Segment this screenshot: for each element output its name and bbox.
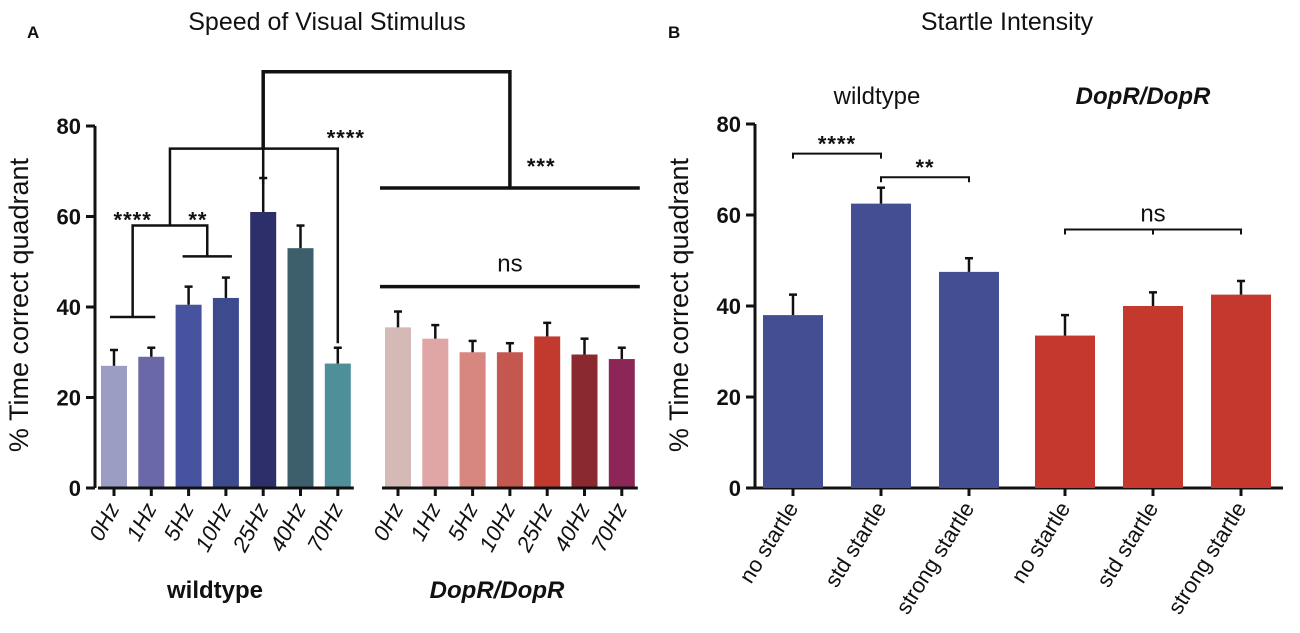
panel-a-bar-dopr-40hz — [571, 354, 598, 488]
panel-b-group-label-wildtype: wildtype — [833, 83, 921, 110]
panel-a-x-tick-label: 40Hz — [549, 499, 595, 556]
panel-b-x-tick-label: std startle — [819, 497, 891, 591]
panel-a-y-tick-label: 80 — [57, 114, 81, 139]
panel-a-bracket — [168, 147, 340, 344]
panel-a-sig-label: **** — [114, 208, 152, 233]
panel-a-x-tick-label: 10Hz — [190, 499, 236, 556]
panel-b-group-label-dopr: DopR/DopR — [1076, 83, 1211, 110]
panel-a-bar-wildtype-70hz — [324, 363, 351, 488]
panel-b-x-tick-label: std startle — [1091, 497, 1163, 591]
panel-a-y-tick-label: 40 — [57, 295, 81, 320]
panel-a-bar-dopr-10hz — [496, 352, 523, 488]
panel-b-y-tick-label: 60 — [717, 203, 741, 228]
panel-a-x-tick-label: 70Hz — [586, 499, 632, 556]
panel-a-sig-label: ns — [497, 251, 522, 278]
panel-a-bar-dopr-5hz — [459, 352, 486, 488]
panel-b-sig-label: ** — [915, 155, 934, 180]
panel-a-bar-dopr-25hz — [534, 336, 561, 488]
panel-b-bar-wildtype-strong-startle — [939, 271, 999, 488]
panel-a-bar-dopr-1hz — [422, 338, 449, 488]
panel-a-y-tick-label: 20 — [57, 386, 81, 411]
panel-b-bar-dopr-no-startle — [1035, 335, 1095, 488]
panel-a-x-tick-label: 70Hz — [302, 499, 348, 556]
panel-a-y-axis-label: % Time correct quadrant — [4, 157, 34, 452]
panel-a-bar-wildtype-0hz — [101, 365, 127, 488]
panel-b-bar-wildtype-std-startle — [851, 203, 911, 488]
panel-b-bracket — [792, 152, 882, 159]
panel-b-y-tick-label: 20 — [717, 385, 741, 410]
panel-a-bar-dopr-70hz — [608, 359, 635, 488]
panel-a-x-tick-label: 0Hz — [84, 499, 124, 545]
panel-b-bracket — [880, 176, 970, 183]
panel-a-letter: A — [27, 23, 39, 42]
panel-b-x-tick-label: no startle — [734, 497, 803, 587]
panel-a-sig-label: *** — [527, 154, 556, 179]
panel-a-sig-label: **** — [327, 126, 365, 151]
panel-b-bar-dopr-std-startle — [1123, 306, 1183, 488]
panel-b-letter: B — [668, 23, 680, 42]
panel-a-group-label-wildtype: wildtype — [166, 577, 263, 604]
panel-b-y-tick-label: 0 — [729, 476, 741, 501]
panel-b-x-tick-label: strong startle — [1163, 497, 1252, 618]
panel-a-x-tick-label: 10Hz — [474, 499, 520, 556]
panel-b-sig-label: ns — [1140, 201, 1165, 228]
panel-a-x-tick-label: 1Hz — [121, 499, 161, 545]
panel-a-bar-dopr-0hz — [385, 327, 411, 488]
panel-b-y-tick-label: 80 — [717, 112, 741, 137]
panel-b-x-tick-label: strong startle — [891, 497, 980, 618]
panel-a-title: Speed of Visual Stimulus — [188, 8, 465, 36]
panel-b-title: Startle Intensity — [921, 8, 1094, 36]
panel-a-x-tick-label: 0Hz — [368, 499, 408, 545]
panel-a-bracket — [131, 224, 209, 317]
panel-a-bar-wildtype-40hz — [287, 248, 314, 488]
panel-a-x-tick-label: 25Hz — [511, 499, 558, 557]
panel-b-bar-dopr-strong-startle — [1211, 294, 1271, 488]
panel-a-x-tick-label: 40Hz — [265, 499, 311, 556]
panel-b-bar-wildtype-no-startle — [763, 315, 823, 488]
panel-a-bar-wildtype-1hz — [138, 356, 165, 488]
panel-a-bracket — [261, 69, 512, 188]
panel-a-x-tick-label: 25Hz — [227, 499, 274, 557]
panel-a-y-tick-label: 60 — [57, 205, 81, 230]
panel-b-y-axis-label: % Time correct quadrant — [664, 157, 694, 452]
panel-a-sig-label: ** — [188, 208, 207, 233]
panel-a-group-label-dopr: DopR/DopR — [430, 577, 565, 604]
panel-a-bar-wildtype-5hz — [175, 304, 202, 488]
panel-a-y-tick-label: 0 — [69, 476, 81, 501]
panel-a-x-tick-label: 1Hz — [405, 499, 445, 545]
panel-b-sig-label: **** — [818, 132, 856, 157]
panel-a-bar-wildtype-25hz — [250, 211, 277, 488]
panel-b-y-tick-label: 40 — [717, 294, 741, 319]
panel-a-bar-wildtype-10hz — [212, 297, 239, 488]
panel-b-x-tick-label: no startle — [1006, 497, 1075, 587]
